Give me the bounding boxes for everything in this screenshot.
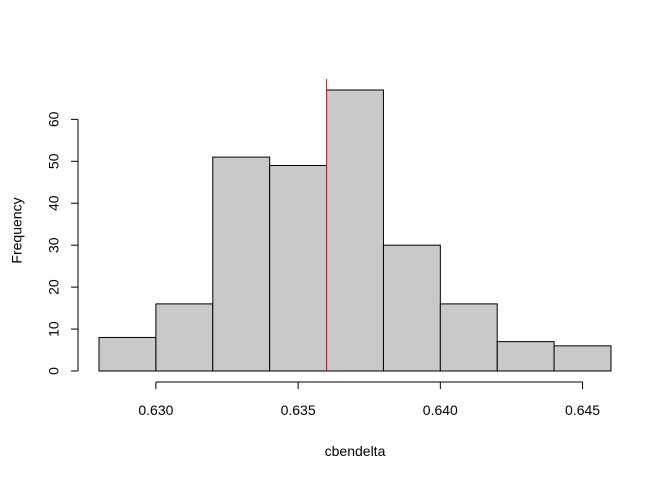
histogram-bar-5 xyxy=(326,89,384,372)
histogram-bars xyxy=(98,89,612,372)
histogram-bar-9 xyxy=(553,345,612,372)
histogram-bar-1 xyxy=(98,336,157,372)
x-axis-title: cbendelta xyxy=(325,443,386,459)
histogram-bar-3 xyxy=(212,156,271,372)
y-tick-label: 30 xyxy=(46,237,62,253)
y-tick-label: 50 xyxy=(46,153,62,169)
x-axis: 0.630 0.635 0.640 0.645 xyxy=(138,381,600,418)
x-tick-label: 0.635 xyxy=(281,402,316,418)
x-tick-label: 0.645 xyxy=(565,402,600,418)
histogram-bar-6 xyxy=(382,244,441,372)
histogram-bar-8 xyxy=(496,341,555,372)
y-tick-label: 10 xyxy=(46,321,62,337)
y-axis-title: Frequency xyxy=(9,197,25,263)
histogram-bar-7 xyxy=(439,303,498,372)
y-tick-label: 60 xyxy=(46,111,62,127)
histogram-bar-2 xyxy=(155,303,214,372)
x-tick-label: 0.640 xyxy=(423,402,458,418)
histogram-bar-4 xyxy=(269,164,328,372)
y-tick-label: 40 xyxy=(46,195,62,211)
x-tick-label: 0.630 xyxy=(138,402,173,418)
y-axis: 0 10 20 30 40 50 60 xyxy=(46,111,79,375)
y-tick-label: 0 xyxy=(46,367,62,375)
y-tick-label: 20 xyxy=(46,279,62,295)
